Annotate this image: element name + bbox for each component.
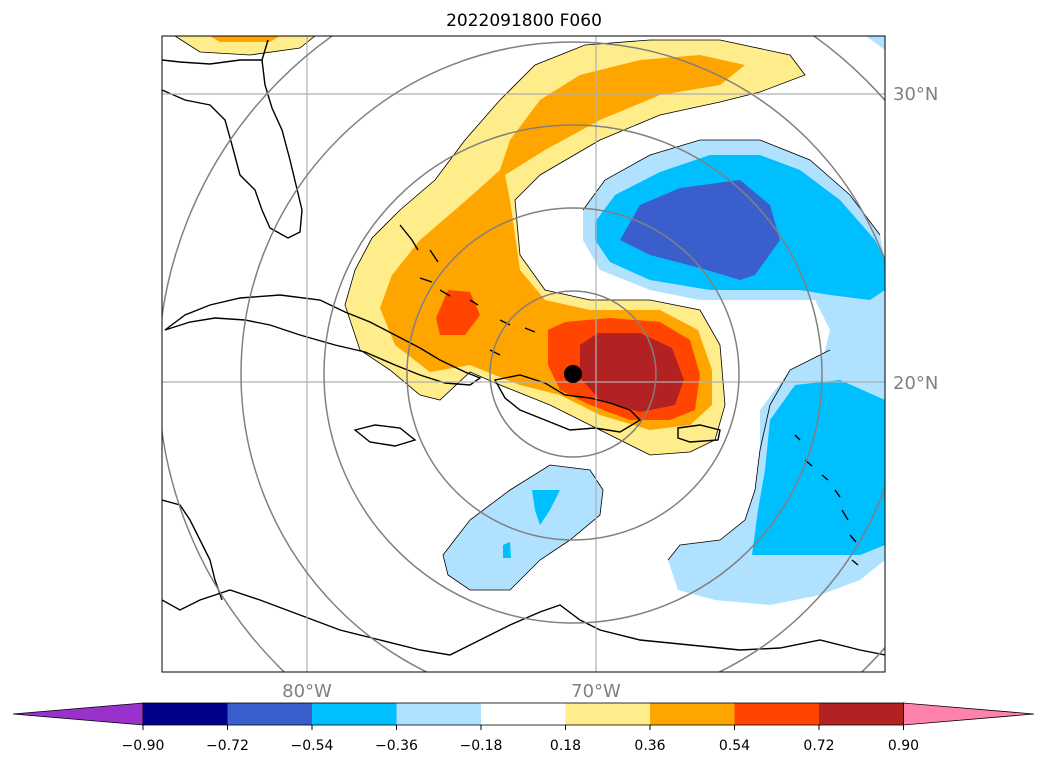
negative-region-ne-0.54 [620,180,780,280]
range-ring-4 [240,41,885,672]
colorbar: −0.90 −0.72 −0.54 −0.36 −0.18 0.18 0.36 0.54 0.7… [12,702,1035,754]
coastline-florida [162,39,303,239]
coastline-jamaica [353,424,417,447]
lon-label-70w: 70°W [571,681,621,702]
range-rings [162,36,885,672]
negative-region-e-0.36 [752,380,885,555]
coastlines [162,39,885,656]
coastline-puerto-rico [677,424,721,443]
colorbar-bin [227,703,313,725]
colorbar-tick-label: −0.36 [375,738,418,754]
coastline-bahamas [399,224,536,356]
coastline-cuba [164,294,482,386]
range-ring-2 [406,207,740,541]
contour-line [582,139,881,236]
colorbar-tick-label: 0.54 [719,738,750,754]
coastline-central-america [162,499,223,601]
colorbar-tick-label: −0.72 [206,738,249,754]
lat-label-30n: 30°N [893,84,938,105]
coastline-hispaniola [493,374,642,433]
range-ring-3 [323,124,823,624]
colorbar-extend-high [903,702,1035,726]
negative-region-s-0.18 [443,465,603,590]
negative-region-s-0.36b [503,542,511,558]
colorbar-bin [312,703,397,725]
colorbar-tick-label: −0.54 [291,738,334,754]
colorbar-tick-label: −0.90 [122,738,165,754]
colorbar-outline [142,702,904,726]
colorbar-bin [819,703,904,725]
graticule [162,36,885,672]
colorbar-bin [650,703,735,725]
coastline-south-america [162,589,885,656]
colorbar-extend-low [12,702,144,726]
shaded-field [175,36,885,605]
colorbar-bin [481,703,566,725]
colorbar-tick-label: 0.36 [634,738,665,754]
colorbar-tick-label: 0.18 [550,738,581,754]
range-ring-1 [489,290,657,458]
coastline-gulf [162,59,262,65]
positive-region-top [175,36,315,55]
positive-region-0.54b [436,290,480,335]
lon-label-80w: 80°W [282,681,332,702]
positive-region-0.72 [580,333,684,412]
colorbar-tick-label: 0.90 [888,738,919,754]
colorbar-bin [396,703,482,725]
lat-label-20n: 20°N [893,373,938,394]
contour-line [442,464,604,591]
colorbar-tick-label: −0.18 [460,738,503,754]
contour-line [174,36,316,56]
negative-region-corner [866,36,885,50]
colorbar-bin [565,703,651,725]
coastline-lesser-antilles [794,434,859,566]
negative-region-s-0.36a [532,490,560,525]
map-title: 2022091800 F060 [446,11,602,31]
map-frame [161,35,886,673]
map-panel [162,36,885,672]
positive-region-top-orange [210,36,280,42]
colorbar-tick-label: 0.72 [803,738,834,754]
storm-center-marker [564,365,582,383]
colorbar-bin [734,703,820,725]
colorbar-bin [143,703,228,725]
